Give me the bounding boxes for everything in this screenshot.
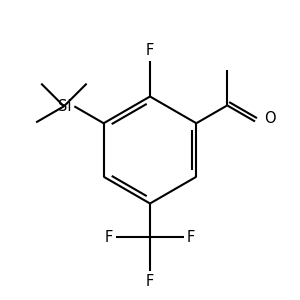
Text: F: F: [105, 230, 113, 245]
Text: O: O: [264, 111, 276, 126]
Text: F: F: [146, 43, 154, 58]
Text: Si: Si: [58, 99, 71, 114]
Text: F: F: [146, 274, 154, 289]
Text: F: F: [187, 230, 195, 245]
